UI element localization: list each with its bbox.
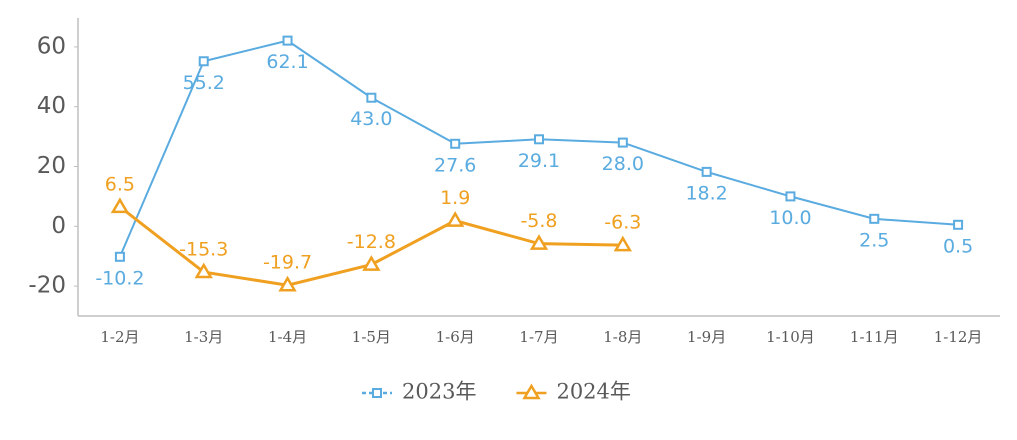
data-point: [278, 275, 297, 292]
data-point: [194, 262, 213, 279]
legend-marker: [372, 388, 382, 398]
x-tick-label: 1-7月: [519, 328, 558, 346]
data-point: [282, 35, 293, 46]
data-label: 18.2: [685, 182, 727, 204]
data-point: [701, 166, 712, 177]
y-tick-label: 40: [37, 93, 66, 119]
y-tick-label: 60: [37, 33, 66, 59]
data-label: 1.9: [440, 187, 470, 209]
data-label: 27.6: [434, 154, 476, 176]
data-label: 2.5: [859, 229, 889, 251]
data-label: 55.2: [183, 72, 225, 94]
y-tick-label: 0: [51, 213, 66, 239]
data-label: 10.0: [769, 207, 811, 229]
legend-label: 2023年: [402, 380, 476, 404]
legend-label: 2024年: [556, 380, 630, 404]
legend-marker: [522, 383, 541, 400]
data-label: -6.3: [604, 212, 641, 234]
data-point: [534, 134, 544, 145]
data-label: 0.5: [943, 235, 973, 257]
data-label: -5.8: [520, 210, 557, 232]
data-point: [114, 251, 125, 262]
data-point: [785, 191, 796, 202]
data-point: [529, 234, 549, 250]
data-point: [110, 197, 130, 214]
y-tick-label: 20: [37, 153, 66, 179]
data-point: [617, 137, 628, 148]
data-label: 28.0: [602, 153, 644, 175]
x-tick-label: 1-6月: [436, 328, 475, 346]
data-point: [446, 211, 465, 227]
data-label: 43.0: [350, 108, 392, 130]
x-tick-label: 1-5月: [352, 328, 391, 346]
y-tick-label: -20: [28, 273, 66, 299]
data-label: 29.1: [518, 150, 560, 172]
data-label: -15.3: [179, 239, 228, 261]
x-tick-label: 1-9月: [687, 328, 726, 346]
data-point: [450, 138, 461, 149]
x-tick-label: 1-11月: [850, 328, 899, 346]
data-label: -12.8: [347, 231, 396, 253]
x-tick-label: 1-2月: [100, 328, 139, 346]
data-label: 6.5: [105, 173, 135, 195]
x-tick-label: 1-3月: [184, 328, 223, 346]
data-point: [362, 255, 381, 271]
data-point: [198, 56, 209, 67]
x-tick-label: 1-12月: [934, 328, 983, 346]
data-label: -19.7: [263, 252, 312, 274]
x-tick-label: 1-8月: [603, 328, 642, 346]
data-point: [869, 213, 880, 224]
data-point: [953, 219, 964, 230]
data-label: -10.2: [95, 267, 144, 289]
data-label: 62.1: [266, 51, 308, 73]
x-tick-label: 1-4月: [268, 328, 307, 346]
data-point: [613, 235, 632, 252]
data-point: [366, 92, 377, 103]
x-tick-label: 1-10月: [766, 328, 815, 346]
